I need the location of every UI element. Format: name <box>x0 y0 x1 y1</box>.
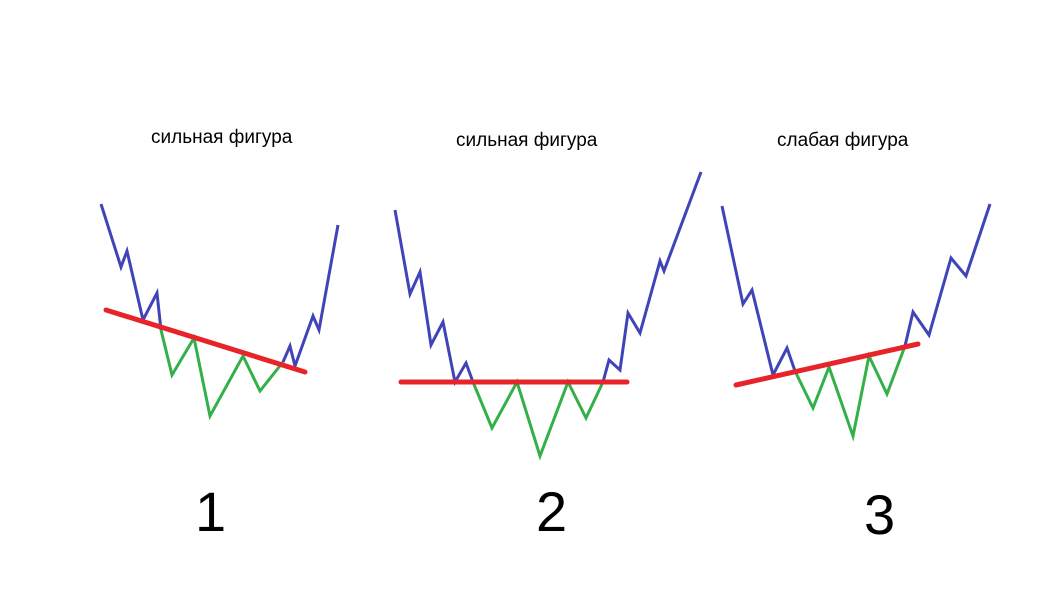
figure-3-price-line-left <box>720 205 797 380</box>
figure-1-price-line-left <box>99 203 163 331</box>
figure-2-price-line-right <box>601 171 703 383</box>
figure-3-price-line-right <box>903 203 992 347</box>
figure-2-caption: сильная фигура <box>456 130 598 151</box>
figure-2-price-line-left <box>393 209 475 387</box>
figure-2-graphic <box>393 171 703 461</box>
figure-1-pattern-line <box>159 329 285 421</box>
figure-3-caption: слабая фигура <box>777 130 909 151</box>
figure-3-pattern-line <box>793 345 907 442</box>
figure-1-neckline <box>103 307 308 375</box>
figure-2-pattern-line <box>471 378 605 461</box>
figure-1-number: 1 <box>195 480 227 543</box>
figure-3-graphic <box>720 203 992 442</box>
figure-1-graphic <box>99 203 340 421</box>
figure-1-caption: сильная фигура <box>151 127 293 148</box>
figure-1-price-line-right <box>281 224 340 372</box>
figure-2-number: 2 <box>536 480 568 543</box>
figure-3-number: 3 <box>864 483 896 546</box>
figure-3-neckline <box>733 341 921 388</box>
